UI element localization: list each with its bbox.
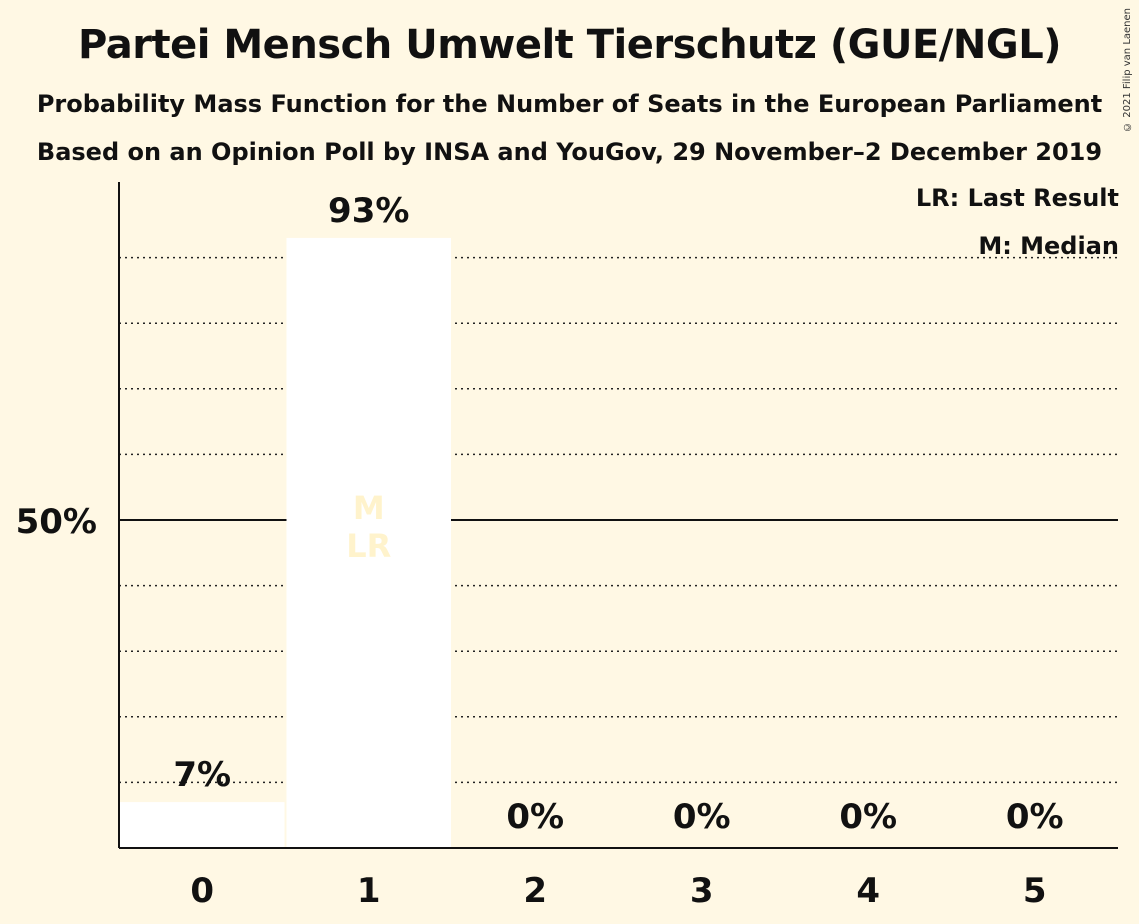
y-tick-label: 50% bbox=[16, 502, 97, 542]
bar-marker-label: M bbox=[353, 489, 385, 527]
data-label: 0% bbox=[506, 797, 564, 837]
x-tick-label: 4 bbox=[856, 871, 880, 911]
bar-marker-label: LR bbox=[346, 527, 391, 565]
data-label: 0% bbox=[1006, 797, 1064, 837]
x-tick-label: 0 bbox=[190, 871, 214, 911]
legend-last-result: LR: Last Result bbox=[915, 184, 1119, 212]
chart-title: Partei Mensch Umwelt Tierschutz (GUE/NGL… bbox=[78, 22, 1061, 68]
chart-source-line: Based on an Opinion Poll by INSA and You… bbox=[36, 138, 1103, 166]
x-tick-label: 3 bbox=[690, 871, 714, 911]
data-label: 0% bbox=[673, 797, 731, 837]
chart-subtitle: Probability Mass Function for the Number… bbox=[36, 90, 1103, 118]
bar bbox=[286, 237, 451, 849]
legend-median: M: Median bbox=[978, 232, 1119, 260]
data-label: 7% bbox=[173, 755, 231, 795]
data-label: 0% bbox=[839, 797, 897, 837]
bar bbox=[120, 802, 285, 848]
x-tick-label: 2 bbox=[523, 871, 547, 911]
x-tick-label: 5 bbox=[1023, 871, 1047, 911]
x-tick-label: 1 bbox=[357, 871, 381, 911]
data-label: 93% bbox=[328, 191, 409, 231]
